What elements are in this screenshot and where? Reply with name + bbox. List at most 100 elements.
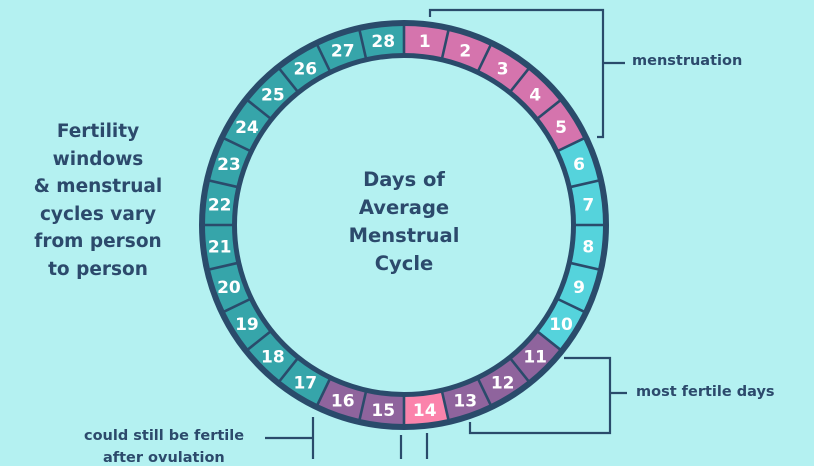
day-label-2: 2 <box>459 41 471 61</box>
after-ovulation-label-line2: after ovulation <box>103 450 225 466</box>
day-segment-25 <box>248 69 297 118</box>
day-label-22: 22 <box>208 196 232 216</box>
day-segment-4 <box>511 69 560 118</box>
day-label-5: 5 <box>555 118 567 138</box>
side-caption-line: windows <box>52 148 144 170</box>
day-label-21: 21 <box>208 237 232 257</box>
day-label-13: 13 <box>453 392 477 412</box>
day-segment-11 <box>511 332 560 381</box>
day-segment-14 <box>404 392 449 424</box>
day-label-7: 7 <box>582 196 594 216</box>
day-separator <box>508 357 531 383</box>
day-label-14: 14 <box>413 401 437 421</box>
day-label-23: 23 <box>217 155 241 175</box>
day-segment-8 <box>571 225 603 270</box>
cycle-ring: 1 234567891011121314151617181920212223242… <box>199 20 609 430</box>
center-title-line: Menstrual <box>348 224 460 247</box>
day-separator <box>222 297 252 314</box>
center-title-line: Days of <box>363 168 445 191</box>
day-segment-6 <box>558 138 599 187</box>
day-separator <box>556 136 586 153</box>
side-caption-line: to person <box>48 258 148 280</box>
day-segment-21 <box>205 225 237 270</box>
day-label-17: 17 <box>293 374 317 394</box>
day-segment-19 <box>224 299 270 350</box>
day-separator <box>246 329 272 352</box>
day-segment-26 <box>279 45 330 91</box>
day-label-6: 6 <box>573 155 585 175</box>
day-segment-10 <box>538 299 584 350</box>
side-caption-line: & menstrual <box>33 176 163 197</box>
after-ovulation-label-line1: could still be fertile <box>84 428 245 444</box>
day-label-20: 20 <box>217 278 241 298</box>
day-label-12: 12 <box>491 374 515 394</box>
center-title: Days of Average Menstrual Cycle <box>304 166 504 278</box>
day-separator <box>476 43 493 73</box>
center-title-line: Average <box>358 196 450 219</box>
side-caption-line: from person <box>34 231 162 252</box>
day-label-18: 18 <box>261 348 285 368</box>
day-segment-16 <box>317 379 366 420</box>
menstruation-label: menstruation <box>632 53 743 69</box>
day-segment-1 <box>404 26 449 58</box>
day-label-27: 27 <box>331 41 355 61</box>
side-caption: Fertility windows & menstrual cycles var… <box>8 118 188 283</box>
fertile-bracket <box>468 356 612 435</box>
day-separator <box>207 261 239 271</box>
day-separator <box>536 329 562 352</box>
day-segment-3 <box>478 45 529 91</box>
day-separator <box>569 261 601 271</box>
day-separator <box>315 43 332 73</box>
day-separator <box>358 390 368 422</box>
day-segment-12 <box>478 359 529 405</box>
day-label-24: 24 <box>235 118 259 138</box>
day-separator <box>277 357 300 383</box>
day-segment-24 <box>224 100 270 151</box>
menstruation-bracket <box>428 8 605 139</box>
day-label-3: 3 <box>497 59 509 79</box>
day-label-25: 25 <box>261 85 285 105</box>
day-separator <box>508 67 531 93</box>
day-separator <box>207 179 239 189</box>
day-label-28: 28 <box>371 32 395 52</box>
day-separator <box>222 136 252 153</box>
day-separator <box>536 98 562 121</box>
day-segment-7 <box>571 180 603 225</box>
day-segment-28 <box>359 26 404 58</box>
day-label-19: 19 <box>235 315 259 335</box>
side-caption-line: cycles vary <box>39 203 157 225</box>
day-segment-23 <box>209 138 250 187</box>
day-segment-9 <box>558 263 599 312</box>
day-label-9: 9 <box>573 278 585 298</box>
day-label-11: 11 <box>523 348 547 368</box>
day-segment-22 <box>205 180 237 225</box>
day-segment-5 <box>538 100 584 151</box>
day-separator <box>246 98 272 121</box>
day-separator <box>358 28 368 60</box>
day-label-16: 16 <box>331 392 355 412</box>
day-separator <box>556 297 586 314</box>
day-segment-15 <box>359 392 404 424</box>
day-separator <box>476 377 493 407</box>
day-segment-13 <box>442 379 491 420</box>
day-label-15: 15 <box>371 401 395 421</box>
side-caption-line: Fertility <box>56 121 140 142</box>
day-separator <box>315 377 332 407</box>
day-separator <box>277 67 300 93</box>
day-separator <box>569 179 601 189</box>
most-fertile-label: most fertile days <box>636 384 775 400</box>
day-segment-20 <box>209 263 250 312</box>
center-title-line: Cycle <box>374 252 434 275</box>
day-separator <box>440 28 450 60</box>
day-label-26: 26 <box>293 59 317 79</box>
day-label-1: 1 <box>419 32 431 52</box>
bracket-lines <box>265 8 627 459</box>
day-label-10: 10 <box>549 315 573 335</box>
day-label-8: 8 <box>582 237 594 257</box>
day-segment-2 <box>442 30 491 71</box>
day-segment-18 <box>248 332 297 381</box>
day-segment-17 <box>279 359 330 405</box>
day-segment-27 <box>317 30 366 71</box>
day-separator <box>440 390 450 422</box>
